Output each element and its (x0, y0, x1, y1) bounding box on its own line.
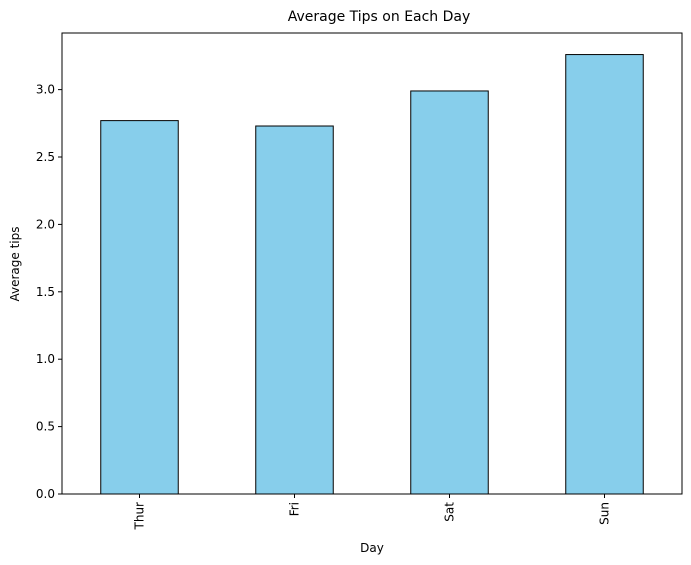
y-tick-label-0: 0.0 (36, 487, 55, 501)
x-axis: Thur Fri Sat Sun (133, 494, 612, 530)
y-tick-label-6: 3.0 (36, 83, 55, 97)
bar-sat (410, 90, 489, 495)
chart-title: Average Tips on Each Day (288, 9, 471, 25)
x-tick-label-sun: Sun (598, 502, 612, 525)
bar-thur (100, 120, 179, 495)
x-tick-label-sat: Sat (443, 502, 457, 522)
bar-sun (565, 54, 644, 495)
y-axis: 0.0 0.5 1.0 1.5 2.0 2.5 3.0 (36, 83, 62, 501)
y-tick-label-1: 0.5 (36, 420, 55, 434)
y-tick-label-5: 2.5 (36, 150, 55, 164)
x-axis-label: Day (360, 541, 384, 555)
y-tick-label-4: 2.0 (36, 217, 55, 231)
y-tick-label-3: 1.5 (36, 285, 55, 299)
bars-group (100, 54, 644, 495)
x-tick-label-thur: Thur (133, 502, 147, 531)
x-tick-label-fri: Fri (288, 502, 302, 516)
bar-fri (255, 125, 334, 495)
plot-frame (61, 32, 683, 495)
y-axis-label: Average tips (8, 227, 22, 302)
y-tick-label-2: 1.0 (36, 352, 55, 366)
